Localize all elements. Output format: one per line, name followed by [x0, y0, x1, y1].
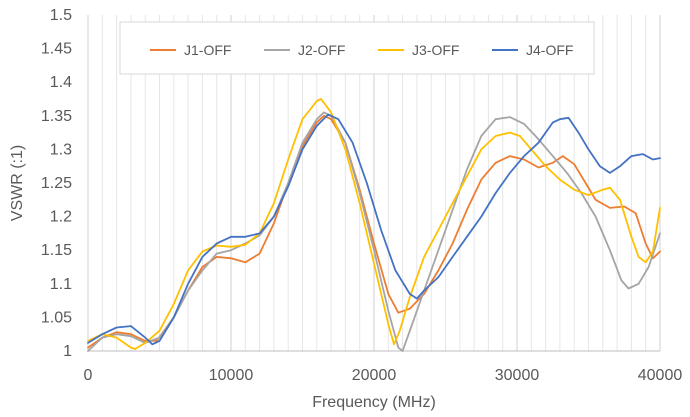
- y-tick-label: 1.05: [41, 309, 72, 326]
- legend: J1-OFF J2-OFF J3-OFF J4-OFF: [119, 21, 595, 75]
- y-tick-label: 1.15: [41, 242, 72, 259]
- x-tick-label: 10000: [209, 367, 254, 384]
- legend-label-j3: J3-OFF: [412, 42, 459, 58]
- x-tick-label: 20000: [352, 367, 397, 384]
- legend-box: [119, 21, 595, 75]
- x-tick-label: 40000: [638, 367, 683, 384]
- x-tick-label: 30000: [495, 367, 540, 384]
- y-tick-label: 1.5: [50, 7, 72, 24]
- legend-item-j2: J2-OFF: [264, 42, 345, 58]
- series-line-j2-off: [87, 111, 661, 352]
- legend-label-j1: J1-OFF: [184, 42, 231, 58]
- y-tick-label: 1.45: [41, 41, 72, 58]
- legend-label-j4: J4-OFF: [526, 42, 573, 58]
- y-tick-label: 1.4: [50, 74, 72, 91]
- y-tick-label: 1.3: [50, 141, 72, 158]
- series-line-j3-off: [87, 98, 661, 350]
- tick-labels: 0 10000 20000 30000 40000 1 1.05 1.1 1.15 1.2 1.25…: [41, 7, 682, 384]
- legend-item-j1: J1-OFF: [150, 42, 231, 58]
- y-tick-label: 1: [63, 343, 72, 360]
- legend-item-j3: J3-OFF: [378, 42, 459, 58]
- legend-item-j4: J4-OFF: [492, 42, 573, 58]
- series-line-j4-off: [87, 113, 661, 346]
- y-tick-label: 1.35: [41, 108, 72, 125]
- y-axis-title: VSWR (:1): [9, 145, 26, 221]
- x-axis-title: Frequency (MHz): [312, 394, 436, 411]
- legend-label-j2: J2-OFF: [298, 42, 345, 58]
- y-tick-label: 1.25: [41, 175, 72, 192]
- series-layer: [87, 98, 661, 352]
- x-tick-label: 0: [84, 367, 93, 384]
- y-tick-label: 1.2: [50, 209, 72, 226]
- y-tick-label: 1.1: [50, 276, 72, 293]
